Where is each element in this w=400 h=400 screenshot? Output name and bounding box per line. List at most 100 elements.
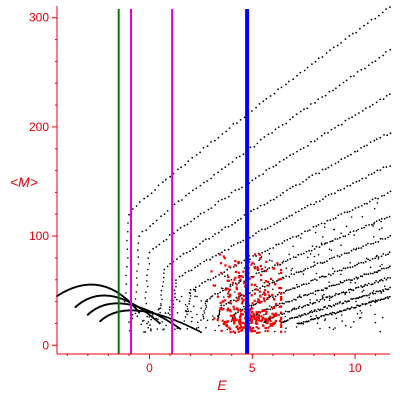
black-point [361, 215, 364, 218]
black-point [204, 308, 207, 310]
black-point [155, 219, 158, 222]
black-point [278, 160, 281, 163]
red-point [264, 289, 267, 292]
black-point [384, 238, 387, 240]
black-point [295, 308, 298, 310]
black-point [383, 217, 386, 220]
red-point [275, 302, 278, 306]
black-point [264, 250, 266, 253]
black-point [343, 187, 346, 190]
black-point [362, 245, 364, 248]
black-point [349, 184, 352, 187]
black-point [329, 219, 332, 222]
red-point [258, 290, 261, 293]
black-point [145, 310, 148, 313]
black-point [160, 303, 162, 305]
black-point [358, 112, 360, 114]
black-point [364, 260, 367, 263]
black-point [364, 303, 367, 306]
black-point [174, 296, 176, 299]
red-point [232, 305, 235, 308]
black-point [291, 214, 293, 217]
black-point [191, 156, 194, 159]
black-point [379, 136, 382, 139]
black-point [357, 286, 360, 289]
red-point [251, 275, 255, 279]
black-point [379, 98, 381, 101]
black-point [355, 31, 358, 34]
black-point [302, 321, 305, 323]
black-point [357, 262, 360, 265]
black-point [345, 291, 348, 294]
black-point [366, 294, 368, 297]
black-point [344, 309, 347, 311]
black-point [138, 235, 141, 238]
red-point [270, 277, 273, 280]
black-point [275, 164, 277, 167]
black-point [217, 171, 219, 174]
black-point [221, 133, 224, 135]
black-point [152, 316, 154, 318]
black-point [355, 300, 357, 303]
red-point [280, 296, 283, 299]
black-point [268, 267, 271, 269]
black-point [255, 106, 257, 109]
black-point [226, 328, 229, 331]
black-point [381, 316, 384, 319]
black-point [203, 312, 206, 314]
black-point [264, 228, 267, 231]
black-point [232, 244, 235, 246]
black-point [327, 313, 329, 316]
black-point [295, 316, 297, 319]
black-point [328, 248, 331, 250]
black-point [299, 315, 302, 318]
black-point [317, 224, 320, 226]
black-point [146, 315, 148, 318]
black-point [214, 233, 217, 235]
black-point [363, 273, 366, 276]
black-point [323, 261, 326, 264]
black-point [257, 289, 259, 291]
red-point [234, 276, 237, 279]
black-point [327, 132, 329, 134]
red-point [260, 315, 263, 318]
black-point [320, 134, 323, 137]
black-point [285, 327, 287, 330]
black-point [251, 179, 254, 182]
red-point [260, 319, 263, 323]
black-point [334, 294, 336, 297]
red-point [239, 314, 242, 317]
black-point [340, 213, 343, 215]
black-point [169, 314, 171, 316]
black-point [263, 203, 266, 206]
black-point [388, 215, 391, 218]
black-point [222, 289, 224, 292]
black-point [146, 274, 148, 277]
black-point [194, 290, 197, 293]
black-point [375, 280, 377, 282]
black-point [374, 292, 377, 295]
black-point [150, 328, 152, 330]
black-point [261, 293, 264, 296]
black-point [174, 292, 176, 295]
vertical-lines-layer [117, 9, 250, 354]
red-point [260, 274, 263, 277]
black-point [169, 175, 172, 178]
black-point [218, 314, 221, 316]
black-point [184, 323, 187, 326]
black-point [286, 259, 289, 261]
black-point [264, 330, 267, 332]
black-point [365, 107, 367, 109]
black-point [383, 194, 386, 197]
black-point [344, 235, 347, 238]
black-point [374, 299, 377, 302]
black-point [347, 233, 350, 236]
black-point [370, 301, 372, 304]
black-point [310, 315, 312, 318]
black-point [372, 225, 375, 227]
black-point [234, 221, 237, 224]
red-point [229, 331, 232, 334]
black-point [338, 84, 341, 87]
black-point [362, 303, 364, 306]
red-point [232, 314, 235, 317]
